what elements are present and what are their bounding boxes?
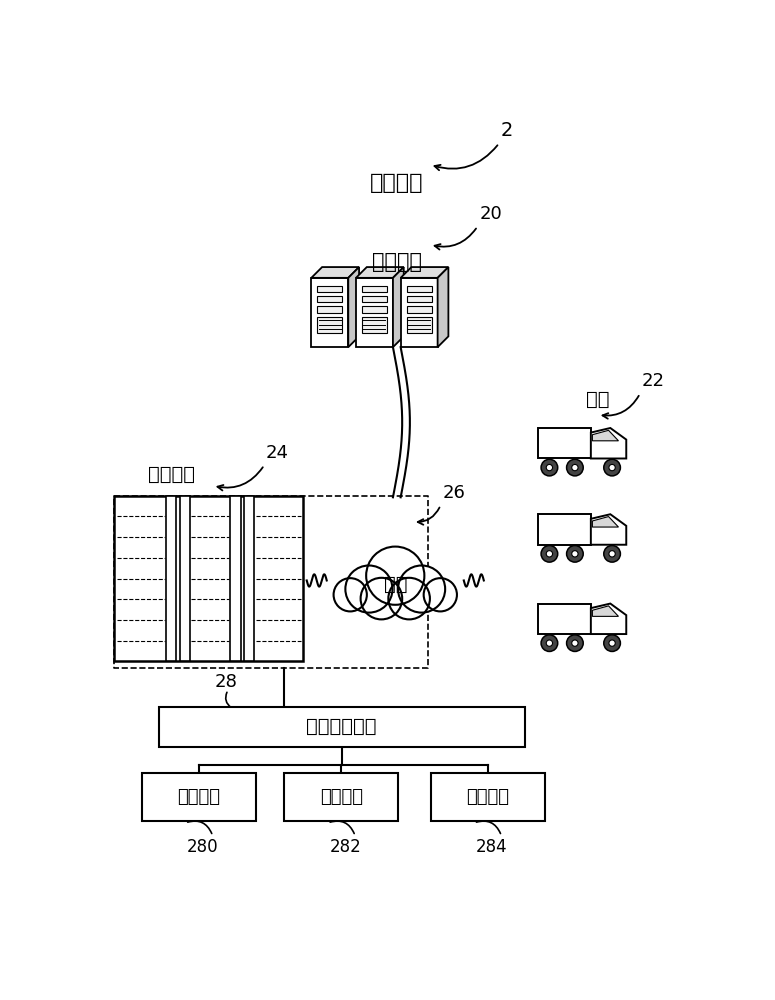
Circle shape	[572, 464, 578, 471]
Circle shape	[541, 459, 558, 476]
Polygon shape	[356, 267, 404, 278]
Circle shape	[604, 546, 621, 562]
Polygon shape	[243, 496, 254, 661]
Circle shape	[604, 459, 621, 476]
Polygon shape	[407, 306, 432, 312]
Circle shape	[424, 578, 457, 611]
Polygon shape	[401, 267, 449, 278]
Circle shape	[366, 547, 425, 605]
Polygon shape	[317, 296, 343, 302]
Polygon shape	[401, 278, 438, 347]
Circle shape	[546, 464, 553, 471]
Polygon shape	[230, 496, 240, 661]
Polygon shape	[407, 286, 432, 292]
Circle shape	[567, 459, 584, 476]
Text: 20: 20	[479, 205, 502, 223]
Polygon shape	[438, 267, 449, 347]
Polygon shape	[317, 286, 343, 292]
Text: 26: 26	[443, 484, 465, 502]
Circle shape	[388, 578, 430, 619]
Circle shape	[572, 640, 578, 646]
Polygon shape	[317, 317, 343, 333]
Circle shape	[546, 551, 553, 557]
Polygon shape	[362, 296, 387, 302]
Circle shape	[546, 640, 553, 646]
Text: 车辆: 车辆	[586, 390, 609, 409]
Polygon shape	[538, 514, 591, 545]
Polygon shape	[407, 296, 432, 302]
Polygon shape	[317, 306, 343, 312]
Polygon shape	[592, 517, 618, 527]
Polygon shape	[592, 606, 618, 616]
Text: 配送中心: 配送中心	[149, 464, 195, 483]
Polygon shape	[312, 278, 348, 347]
Text: 输入单元: 输入单元	[177, 788, 220, 806]
Polygon shape	[348, 267, 359, 347]
Text: 车辆排程装置: 车辆排程装置	[306, 717, 377, 736]
Polygon shape	[114, 496, 303, 661]
Polygon shape	[166, 496, 177, 661]
Polygon shape	[538, 428, 591, 458]
Circle shape	[398, 565, 445, 613]
Circle shape	[572, 551, 578, 557]
Polygon shape	[362, 317, 387, 333]
Text: 284: 284	[476, 838, 508, 856]
Circle shape	[609, 640, 615, 646]
Polygon shape	[356, 278, 393, 347]
Polygon shape	[393, 267, 404, 347]
Polygon shape	[180, 496, 190, 661]
FancyBboxPatch shape	[431, 773, 545, 821]
Text: 运输系统: 运输系统	[370, 173, 424, 193]
Text: 输出单元: 输出单元	[467, 788, 509, 806]
Polygon shape	[538, 604, 591, 634]
Circle shape	[609, 464, 615, 471]
Circle shape	[541, 635, 558, 651]
Text: 28: 28	[215, 673, 237, 691]
Circle shape	[541, 546, 558, 562]
Circle shape	[609, 551, 615, 557]
Polygon shape	[591, 514, 626, 545]
FancyBboxPatch shape	[159, 707, 525, 747]
Polygon shape	[591, 604, 626, 634]
Polygon shape	[362, 306, 387, 312]
Polygon shape	[362, 286, 387, 292]
Circle shape	[360, 578, 402, 619]
Text: 2: 2	[501, 121, 513, 140]
Text: 22: 22	[642, 372, 665, 390]
FancyBboxPatch shape	[284, 773, 398, 821]
Text: 云端中心: 云端中心	[372, 252, 422, 272]
Text: 280: 280	[187, 838, 219, 856]
Polygon shape	[591, 428, 626, 458]
Circle shape	[567, 635, 584, 651]
Text: 282: 282	[329, 838, 361, 856]
Circle shape	[567, 546, 584, 562]
Polygon shape	[312, 267, 359, 278]
Circle shape	[333, 578, 367, 611]
Text: 网络: 网络	[384, 575, 407, 594]
Circle shape	[604, 635, 621, 651]
FancyBboxPatch shape	[142, 773, 256, 821]
Polygon shape	[407, 317, 432, 333]
Text: 24: 24	[266, 444, 289, 462]
Polygon shape	[592, 430, 618, 441]
Circle shape	[346, 565, 392, 613]
Text: 处理单元: 处理单元	[320, 788, 363, 806]
